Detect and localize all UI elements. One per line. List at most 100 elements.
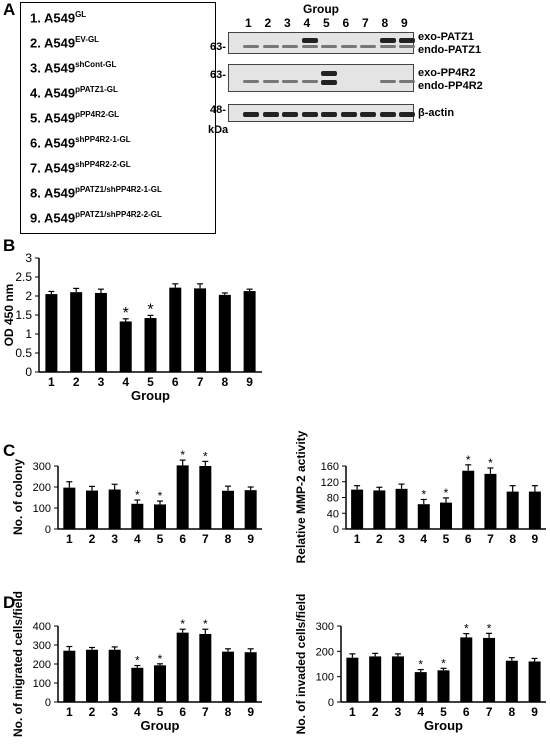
- y-axis-label: No. of invaded cells/field: [294, 594, 308, 735]
- endo-patz1-label: endo-PATZ1: [418, 44, 482, 56]
- x-tick-label: 8: [508, 705, 515, 719]
- y-axis-label: No. of migrated cells/field: [11, 591, 25, 737]
- y-tick-label: 200: [33, 659, 51, 671]
- significance-star: *: [147, 301, 153, 318]
- x-tick-label: 9: [532, 532, 539, 546]
- blot-band: [321, 45, 337, 48]
- bar: [528, 661, 541, 702]
- y-tick-label: 200: [316, 646, 334, 658]
- legend-item-construct: EV-GL: [75, 35, 100, 44]
- significance-star: *: [158, 489, 163, 503]
- y-axis-label: No. of colony: [11, 459, 25, 535]
- x-tick-label: 7: [202, 532, 209, 546]
- kda-label: kDa: [208, 124, 229, 136]
- y-tick-label: 0: [333, 524, 339, 536]
- legend-item: 5. A549pPP4R2-GL: [30, 110, 119, 125]
- bar: [222, 490, 234, 529]
- blot-band: [379, 112, 396, 117]
- y-tick-label: 300: [33, 640, 51, 652]
- blot-band: [301, 45, 318, 48]
- panel-label-c: C: [3, 441, 16, 460]
- y-tick-label: 100: [33, 503, 51, 515]
- legend-item-cellline: A549: [43, 60, 76, 76]
- bar: [199, 633, 212, 702]
- bar: [63, 487, 76, 529]
- significance-star: *: [158, 652, 163, 666]
- x-tick-label: 5: [157, 532, 164, 546]
- blot-band: [282, 112, 298, 117]
- blot-band: [262, 45, 279, 48]
- x-tick-label: 5: [440, 705, 447, 719]
- legend-item-number: 1.: [30, 10, 44, 26]
- significance-star: *: [444, 486, 449, 500]
- bar: [94, 292, 107, 372]
- bar: [176, 465, 189, 529]
- mw-marker: 63-: [210, 41, 226, 53]
- blot-band: [379, 45, 396, 48]
- bar: [528, 491, 541, 529]
- y-tick-label: 300: [316, 621, 334, 633]
- bar: [505, 660, 518, 702]
- lane-number: 9: [401, 16, 408, 30]
- x-tick-label: 1: [66, 705, 73, 719]
- y-tick-label: 40: [327, 508, 339, 520]
- bar: [45, 294, 58, 372]
- mw-marker: 48-: [210, 104, 226, 116]
- blot-band: [340, 45, 357, 48]
- blot-band: [243, 45, 259, 48]
- blot-band: [301, 38, 318, 43]
- legend-item: 7. A549shPP4R2-2-GL: [30, 160, 131, 175]
- bar: [351, 489, 364, 529]
- blot-band: [321, 112, 337, 117]
- x-tick-label: 9: [247, 532, 254, 546]
- y-tick-label: 0: [328, 697, 334, 709]
- x-tick-label: 4: [134, 705, 141, 719]
- bar: [199, 466, 212, 529]
- x-tick-label: 3: [111, 532, 118, 546]
- x-tick-label: 2: [73, 375, 80, 389]
- bar: [483, 637, 496, 702]
- significance-star: *: [487, 621, 492, 635]
- blot-band: [282, 45, 298, 48]
- bar: [460, 637, 473, 702]
- y-tick-label: 0: [25, 365, 32, 379]
- legend-item: 9. A549pPATZ1/shPP4R2-2-GL: [30, 210, 162, 225]
- y-tick-label: 400: [33, 621, 51, 633]
- legend-item-construct: shPP4R2-1-GL: [75, 135, 131, 144]
- lane-number: 4: [303, 16, 311, 30]
- legend-item-number: 5.: [30, 110, 44, 126]
- x-tick-label: 9: [531, 705, 538, 719]
- lane-number: 5: [323, 16, 330, 30]
- x-tick-label: 3: [111, 705, 118, 719]
- x-tick-label: 5: [157, 705, 164, 719]
- legend-item-number: 9.: [30, 210, 44, 226]
- legend-item-cellline: A549: [43, 110, 76, 126]
- blot-band: [360, 45, 376, 48]
- legend-item-cellline: A549: [43, 185, 76, 201]
- blot-band: [282, 80, 298, 83]
- bar: [154, 504, 166, 529]
- x-tick-label: 3: [395, 705, 402, 719]
- x-tick-label: 9: [247, 705, 254, 719]
- y-tick-label: 100: [33, 678, 51, 690]
- x-tick-label: 2: [89, 705, 96, 719]
- bar: [417, 504, 430, 529]
- y-axis-label: Relative MMP-2 activity: [294, 430, 308, 563]
- chart-c2: 0 40 80 120 160 Relative MMP-2 activity 1 2 3 * 4 *…: [294, 430, 546, 563]
- y-tick-label: 100: [316, 672, 334, 684]
- legend-item-construct: pPATZ1-GL: [75, 85, 118, 94]
- y-tick-label: 0: [45, 524, 51, 536]
- legend-item-number: 4.: [30, 85, 44, 101]
- panel-label-b: B: [3, 236, 16, 255]
- legend-item-cellline: A549: [43, 160, 76, 176]
- blot-band: [399, 38, 415, 43]
- x-tick-label: 6: [463, 705, 470, 719]
- blot-band: [399, 80, 415, 83]
- bar: [108, 649, 121, 702]
- panel-label-a: A: [3, 0, 16, 19]
- bar: [244, 490, 257, 529]
- y-tick-label: 80: [327, 493, 339, 505]
- blot-band: [399, 45, 415, 48]
- blot-band: [340, 112, 357, 117]
- lane-number: 3: [284, 16, 291, 30]
